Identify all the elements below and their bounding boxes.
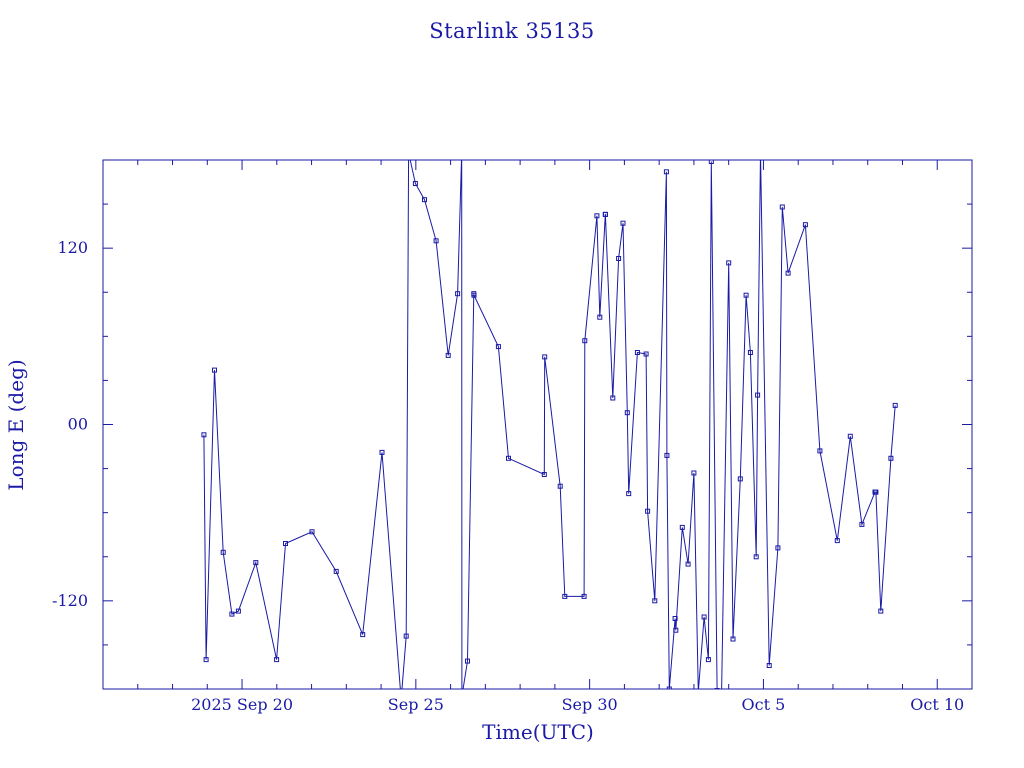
data-point bbox=[581, 593, 587, 599]
data-point bbox=[873, 489, 879, 495]
data-point bbox=[847, 433, 853, 439]
data-point bbox=[679, 524, 685, 530]
data-point bbox=[582, 338, 588, 344]
data-point bbox=[403, 633, 409, 639]
data-point bbox=[878, 608, 884, 614]
data-point bbox=[283, 541, 288, 546]
y-tick-label: 00 bbox=[68, 415, 88, 434]
data-point bbox=[645, 508, 651, 514]
data-point bbox=[229, 611, 235, 617]
data-point bbox=[888, 455, 894, 461]
data-point bbox=[737, 476, 743, 482]
data-point bbox=[802, 222, 808, 228]
data-point bbox=[663, 169, 669, 175]
data-point bbox=[333, 568, 339, 574]
data-point bbox=[759, 151, 763, 155]
series-lines bbox=[203, 160, 896, 689]
data-point bbox=[460, 694, 464, 698]
data-point bbox=[407, 151, 411, 155]
data-point bbox=[201, 432, 207, 438]
data-point bbox=[696, 690, 700, 694]
data-point bbox=[557, 483, 563, 489]
data-point bbox=[455, 291, 461, 297]
data-point bbox=[664, 452, 670, 458]
series-line bbox=[203, 160, 896, 689]
data-point bbox=[597, 314, 603, 320]
plot-frame bbox=[102, 159, 973, 690]
x-axis-title: Time(UTC) bbox=[482, 720, 594, 744]
data-point bbox=[506, 455, 511, 461]
data-point bbox=[309, 529, 315, 535]
data-point bbox=[542, 354, 548, 360]
data-point bbox=[445, 352, 451, 358]
data-point bbox=[753, 554, 759, 560]
x-tick-label: Sep 25 bbox=[388, 695, 444, 714]
x-tick-label: Sep 30 bbox=[562, 695, 618, 714]
data-point bbox=[602, 211, 608, 217]
data-point bbox=[714, 688, 720, 689]
data-point bbox=[685, 561, 691, 567]
data-point bbox=[634, 350, 640, 355]
data-point bbox=[379, 449, 385, 455]
axis-ticks bbox=[102, 160, 973, 689]
data-point bbox=[817, 448, 823, 454]
data-point bbox=[471, 292, 477, 298]
x-tick-label: Oct 10 bbox=[910, 695, 964, 714]
data-point bbox=[708, 160, 714, 164]
data-point bbox=[643, 351, 649, 357]
x-tick-label: 2025 Sep 20 bbox=[191, 695, 293, 714]
data-point bbox=[834, 538, 840, 544]
y-axis-title: Long E (deg) bbox=[4, 359, 28, 490]
data-point bbox=[422, 197, 427, 203]
data-point bbox=[220, 549, 226, 555]
data-point bbox=[616, 256, 622, 261]
x-tick-label: Oct 5 bbox=[742, 695, 786, 714]
plot-border bbox=[102, 159, 973, 690]
data-point bbox=[705, 657, 711, 663]
data-point bbox=[766, 663, 772, 668]
data-point bbox=[465, 658, 470, 664]
data-point bbox=[719, 702, 723, 706]
data-point bbox=[594, 213, 600, 219]
data-point bbox=[779, 204, 785, 210]
chart-title: Starlink 35135 bbox=[429, 19, 595, 43]
data-point bbox=[859, 521, 865, 527]
data-point bbox=[726, 260, 732, 266]
data-point bbox=[541, 472, 547, 477]
data-point bbox=[360, 632, 366, 638]
data-point bbox=[610, 395, 616, 401]
data-point bbox=[743, 292, 749, 298]
data-point bbox=[755, 392, 761, 398]
data-point bbox=[495, 344, 501, 350]
data-point bbox=[775, 545, 781, 551]
data-point bbox=[892, 402, 898, 408]
data-point bbox=[691, 470, 697, 476]
data-point bbox=[212, 367, 217, 373]
data-point bbox=[620, 220, 626, 226]
data-point bbox=[253, 560, 259, 566]
y-tick-label: 120 bbox=[57, 238, 88, 257]
data-point bbox=[747, 350, 753, 355]
data-point bbox=[626, 491, 632, 497]
data-point bbox=[624, 410, 630, 416]
data-point bbox=[235, 608, 241, 614]
y-tick-label: -120 bbox=[52, 591, 88, 610]
data-point bbox=[562, 593, 568, 599]
data-point bbox=[433, 238, 439, 244]
data-point bbox=[701, 614, 707, 620]
data-point bbox=[673, 627, 679, 633]
series-markers bbox=[201, 151, 898, 706]
data-point bbox=[672, 616, 678, 621]
data-point bbox=[652, 598, 658, 604]
axis-tick-labels: 2025 Sep 20 Sep 25 Sep 30 Oct 5 Oct 10 120 00 -… bbox=[52, 238, 964, 714]
data-point bbox=[730, 636, 736, 642]
data-point bbox=[666, 686, 672, 689]
data-point bbox=[412, 181, 418, 186]
data-point bbox=[203, 657, 209, 663]
data-point bbox=[460, 151, 464, 155]
data-point bbox=[785, 270, 791, 276]
data-point bbox=[274, 657, 280, 663]
